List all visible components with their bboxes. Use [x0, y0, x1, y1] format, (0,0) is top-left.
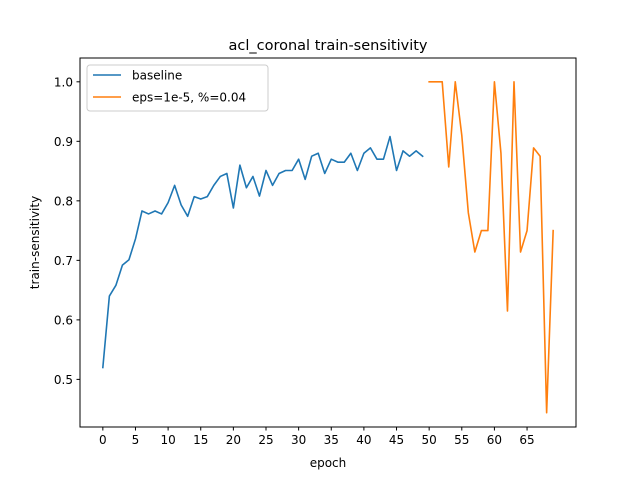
- chart-title: acl_coronal train-sensitivity: [228, 38, 427, 54]
- series-line-0: [101, 135, 424, 369]
- axes-frame: [79, 57, 577, 428]
- x-tick-label: 15: [193, 433, 208, 447]
- y-axis-label: train-sensitivity: [28, 196, 42, 289]
- y-tick-label: 0.7: [54, 254, 73, 268]
- legend-label-baseline: baseline: [132, 69, 182, 83]
- x-tick-label: 55: [454, 433, 469, 447]
- y-tick-label: 0.9: [54, 135, 73, 149]
- x-axis-label: epoch: [310, 456, 347, 470]
- x-tick-label: 0: [99, 433, 107, 447]
- legend: baseline eps=1e-5, %=0.04: [86, 64, 269, 112]
- x-tick-label: 45: [389, 433, 404, 447]
- series-layer: [101, 81, 554, 414]
- y-tick-label: 0.5: [54, 373, 73, 387]
- x-tick-label: 25: [258, 433, 273, 447]
- x-tick-label: 35: [324, 433, 339, 447]
- x-tick-label: 60: [487, 433, 502, 447]
- y-tick-label: 0.6: [54, 313, 73, 327]
- y-tick-label: 1.0: [54, 75, 73, 89]
- y-tick-label: 0.8: [54, 194, 73, 208]
- x-tick-label: 10: [160, 433, 175, 447]
- series-line-1: [428, 81, 554, 414]
- x-tick-label: 30: [291, 433, 306, 447]
- x-tick-label: 20: [226, 433, 241, 447]
- x-tick-label: 65: [519, 433, 534, 447]
- x-axis: 0 5 10 15 20 25 30 35 40 45 50 55 60 65: [99, 427, 535, 447]
- x-tick-label: 40: [356, 433, 371, 447]
- y-axis: 0.5 0.6 0.7 0.8 0.9 1.0: [54, 75, 80, 387]
- x-tick-label: 5: [132, 433, 140, 447]
- x-tick-label: 50: [422, 433, 437, 447]
- plot-area: 0 5 10 15 20 25 30 35 40 45 50 55 60 65 0.50.60.70.80…: [54, 57, 577, 447]
- legend-label-eps: eps=1e-5, %=0.04: [132, 91, 246, 105]
- legend-frame: [86, 64, 269, 112]
